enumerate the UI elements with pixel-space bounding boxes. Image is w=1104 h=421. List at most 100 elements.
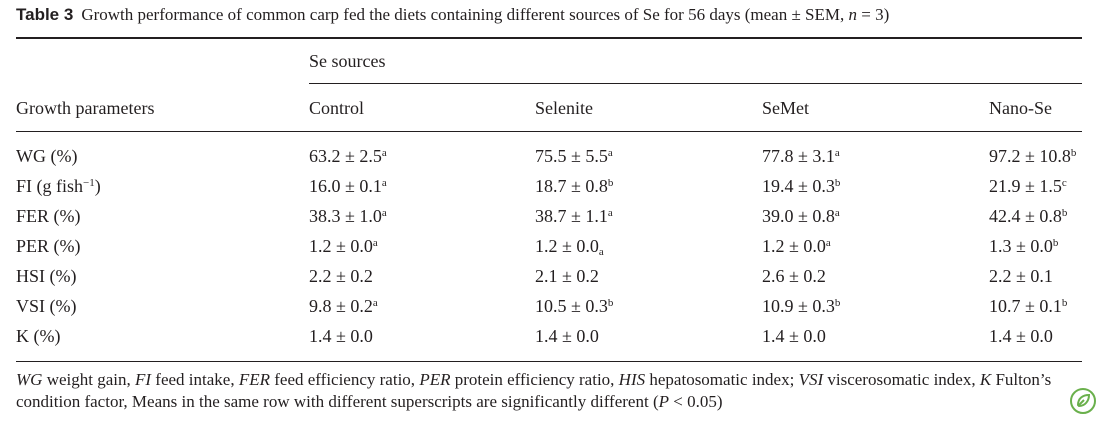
cell-value: 2.2 ± 0.2	[309, 266, 373, 286]
table-cell: 38.3 ± 1.0a	[309, 205, 387, 227]
footnote-description: viscerosomatic index,	[823, 370, 980, 389]
row-label-tail: )	[94, 176, 101, 196]
cell-value: 38.3 ± 1.0	[309, 206, 382, 226]
cell-superscript: c	[1061, 177, 1067, 189]
footnote-abbreviation: FER	[238, 370, 270, 389]
cell-superscript: a	[381, 207, 387, 219]
cell-value: 63.2 ± 2.5	[309, 146, 382, 166]
row-header-label: Growth parameters	[16, 98, 155, 118]
footnote-description: < 0.05)	[669, 392, 723, 411]
table-cell: 1.3 ± 0.0b	[989, 235, 1058, 257]
cell-superscript: a	[834, 147, 840, 159]
row-label: WG (%)	[16, 145, 77, 167]
footnote-description: feed efficiency ratio,	[270, 370, 420, 389]
row-label-text: FER (%)	[16, 206, 81, 226]
cell-value: 1.4 ± 0.0	[535, 326, 599, 346]
table-cell: 1.2 ± 0.0a	[762, 235, 831, 257]
footnote-abbreviation: VSI	[798, 370, 824, 389]
footnote-abbreviation: FI	[135, 370, 152, 389]
table-caption: Table 3 Growth performance of common carp…	[16, 5, 889, 25]
cell-superscript: b	[607, 297, 614, 309]
table-cell: 75.5 ± 5.5a	[535, 145, 613, 167]
footnote-description: protein efficiency ratio,	[450, 370, 619, 389]
table-cell: 2.6 ± 0.2	[762, 265, 826, 287]
cell-value: 1.3 ± 0.0	[989, 236, 1053, 256]
footnote-abbreviation: P	[658, 392, 669, 411]
footnote-abbreviation: HIS	[618, 370, 646, 389]
row-label-text: PER (%)	[16, 236, 81, 256]
row-label-text: VSI (%)	[16, 296, 77, 316]
row-label-text: WG (%)	[16, 146, 78, 166]
table-cell: 42.4 ± 0.8b	[989, 205, 1067, 227]
cell-value: 75.5 ± 5.5	[535, 146, 608, 166]
footnote-description: feed intake,	[151, 370, 239, 389]
row-label-text: HSI (%)	[16, 266, 77, 286]
cell-value: 39.0 ± 0.8	[762, 206, 835, 226]
cell-value: 2.6 ± 0.2	[762, 266, 826, 286]
cell-value: 10.7 ± 0.1	[989, 296, 1062, 316]
table-cell: 1.2 ± 0.0a	[309, 235, 378, 257]
table-cell: 97.2 ± 10.8b	[989, 145, 1076, 167]
header-rule	[16, 131, 1082, 132]
table-caption-text: Growth performance of common carp fed th…	[81, 5, 845, 24]
table-cell: 2.2 ± 0.1	[989, 265, 1053, 287]
table-cell: 1.4 ± 0.0	[989, 325, 1053, 347]
cell-value: 42.4 ± 0.8	[989, 206, 1062, 226]
cell-superscript: a	[372, 237, 378, 249]
footnote-description: weight gain,	[42, 370, 135, 389]
cell-superscript: b	[1061, 207, 1068, 219]
table-cell: 63.2 ± 2.5a	[309, 145, 387, 167]
cell-value: 1.4 ± 0.0	[762, 326, 826, 346]
cell-value: 38.7 ± 1.1	[535, 206, 608, 226]
cell-superscript: a	[372, 297, 378, 309]
table-label: Table 3	[16, 5, 74, 24]
column-header-nano-se: Nano-Se	[989, 98, 1052, 118]
cell-value: 2.1 ± 0.2	[535, 266, 599, 286]
table-cell: 1.4 ± 0.0	[535, 325, 599, 347]
table-cell: 21.9 ± 1.5c	[989, 175, 1067, 197]
footnote-description: hepatosomatic index;	[645, 370, 799, 389]
cell-value: 1.2 ± 0.0	[535, 236, 599, 256]
cell-superscript: a	[381, 177, 387, 189]
table-cell: 38.7 ± 1.1a	[535, 205, 613, 227]
cell-value: 2.2 ± 0.1	[989, 266, 1053, 286]
cell-value: 10.5 ± 0.3	[535, 296, 608, 316]
cell-superscript: b	[607, 177, 614, 189]
footnote-abbreviation: K	[979, 370, 992, 389]
cell-value: 1.2 ± 0.0	[762, 236, 826, 256]
row-label: K (%)	[16, 325, 60, 347]
table-cell: 16.0 ± 0.1a	[309, 175, 387, 197]
top-rule	[16, 37, 1082, 39]
cell-superscript: b	[834, 297, 841, 309]
cell-superscript: b	[1061, 297, 1068, 309]
cell-subscript: a	[598, 246, 604, 258]
cell-superscript: a	[607, 207, 613, 219]
row-label-text: K (%)	[16, 326, 61, 346]
column-header-semet: SeMet	[762, 98, 809, 118]
table-cell: 10.5 ± 0.3b	[535, 295, 613, 317]
cell-value: 77.8 ± 3.1	[762, 146, 835, 166]
springer-leaf-badge-icon[interactable]	[1070, 388, 1096, 414]
footnote-abbreviation: PER	[419, 370, 451, 389]
row-label: HSI (%)	[16, 265, 77, 287]
cell-value: 1.4 ± 0.0	[989, 326, 1053, 346]
table-footnote: WG weight gain, FI feed intake, FER feed…	[16, 369, 1086, 413]
n-symbol: n	[848, 5, 858, 24]
table-cell: 39.0 ± 0.8a	[762, 205, 840, 227]
cell-value: 10.9 ± 0.3	[762, 296, 835, 316]
cell-superscript: b	[834, 177, 841, 189]
row-label: VSI (%)	[16, 295, 77, 317]
footnote-abbreviation: WG	[16, 370, 43, 389]
cell-value: 18.7 ± 0.8	[535, 176, 608, 196]
column-group-label: Se sources	[309, 51, 386, 71]
table-cell: 1.4 ± 0.0	[762, 325, 826, 347]
footnote-description: Fulton’s condition factor, Means in the …	[16, 370, 1052, 411]
row-label-text: FI (g fish	[16, 176, 83, 196]
cell-value: 21.9 ± 1.5	[989, 176, 1062, 196]
table-cell: 2.2 ± 0.2	[309, 265, 373, 287]
table-cell: 10.7 ± 0.1b	[989, 295, 1067, 317]
row-label: PER (%)	[16, 235, 81, 257]
table-cell: 2.1 ± 0.2	[535, 265, 599, 287]
n-value: = 3)	[861, 5, 890, 24]
cell-superscript: b	[1070, 147, 1077, 159]
